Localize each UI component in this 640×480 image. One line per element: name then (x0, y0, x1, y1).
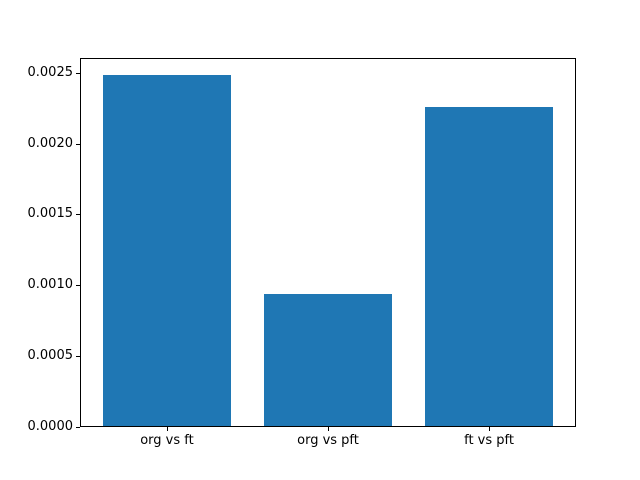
x-tick-label-1: org vs pft (297, 433, 359, 448)
bar-2 (424, 107, 554, 426)
y-tick-mark-4 (76, 143, 80, 145)
y-tick-mark-1 (76, 356, 80, 358)
x-tick-mark-1 (328, 427, 329, 431)
plot-area (80, 58, 576, 427)
y-tick-label-1: 0.0005 (27, 348, 74, 364)
y-tick-label-2: 0.0010 (27, 277, 74, 293)
bar-1 (263, 294, 393, 426)
y-tick-label-0: 0.0000 (27, 419, 74, 434)
y-tick-label-4: 0.0020 (27, 135, 74, 151)
x-tick-mark-2 (489, 427, 491, 431)
x-tick-label-2: ft vs pft (464, 433, 514, 448)
y-tick-mark-0 (76, 427, 80, 428)
y-tick-mark-3 (76, 214, 80, 216)
bar-0 (102, 74, 232, 426)
y-tick-label-5: 0.0025 (27, 64, 74, 80)
x-tick-label-0: org vs ft (140, 433, 194, 448)
x-tick-mark-0 (166, 427, 168, 431)
y-tick-mark-2 (76, 285, 80, 287)
y-tick-label-3: 0.0015 (27, 206, 74, 222)
y-tick-mark-5 (76, 72, 80, 74)
